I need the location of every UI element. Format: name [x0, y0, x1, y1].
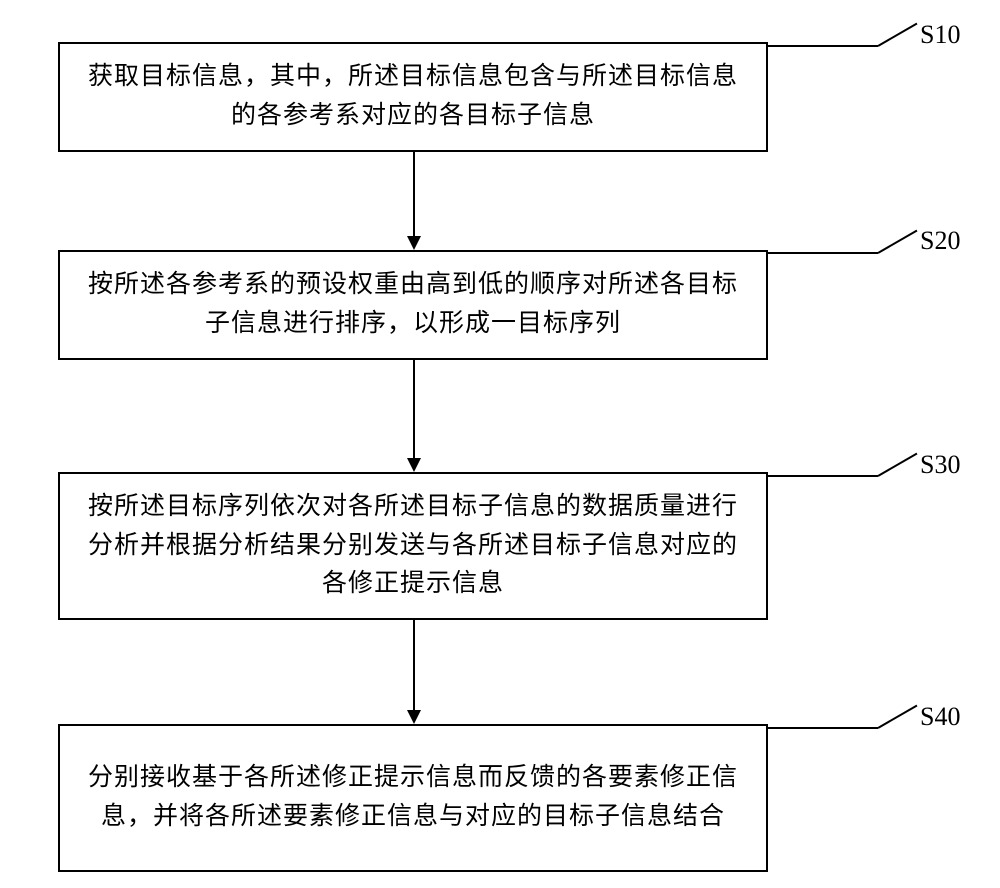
step-label-s10: S10 — [920, 20, 960, 50]
leader-line-s40 — [768, 727, 878, 729]
flow-node-s40: 分别接收基于各所述修正提示信息而反馈的各要素修正信息，并将各所述要素修正信息与对… — [58, 724, 768, 872]
leader-diag-s40 — [878, 705, 918, 729]
arrow-line-s10-s20 — [413, 152, 415, 236]
flow-node-s10: 获取目标信息，其中，所述目标信息包含与所述目标信息的各参考系对应的各目标子信息 — [58, 42, 768, 152]
leader-line-s10 — [768, 45, 878, 47]
flow-node-s20: 按所述各参考系的预设权重由高到低的顺序对所述各目标子信息进行排序，以形成一目标序… — [58, 250, 768, 360]
flow-node-s30: 按所述目标序列依次对各所述目标子信息的数据质量进行分析并根据分析结果分别发送与各… — [58, 472, 768, 620]
step-label-s30: S30 — [920, 450, 960, 480]
step-label-s20: S20 — [920, 226, 960, 256]
step-label-s40: S40 — [920, 702, 960, 732]
leader-diag-s20 — [878, 230, 918, 254]
flow-node-text-s20: 按所述各参考系的预设权重由高到低的顺序对所述各目标子信息进行排序，以形成一目标序… — [84, 266, 742, 344]
leader-diag-s30 — [878, 453, 918, 477]
arrow-line-s30-s40 — [413, 620, 415, 710]
flow-node-text-s10: 获取目标信息，其中，所述目标信息包含与所述目标信息的各参考系对应的各目标子信息 — [84, 58, 742, 136]
flow-node-text-s30: 按所述目标序列依次对各所述目标子信息的数据质量进行分析并根据分析结果分别发送与各… — [84, 488, 742, 604]
flow-node-text-s40: 分别接收基于各所述修正提示信息而反馈的各要素修正信息，并将各所述要素修正信息与对… — [84, 759, 742, 837]
leader-diag-s10 — [878, 23, 918, 47]
leader-line-s30 — [768, 475, 878, 477]
arrow-head-s20-s30 — [407, 458, 421, 472]
arrow-head-s10-s20 — [407, 236, 421, 250]
flowchart-canvas: 获取目标信息，其中，所述目标信息包含与所述目标信息的各参考系对应的各目标子信息 S… — [0, 0, 1000, 888]
arrow-head-s30-s40 — [407, 710, 421, 724]
leader-line-s20 — [768, 252, 878, 254]
arrow-line-s20-s30 — [413, 360, 415, 458]
